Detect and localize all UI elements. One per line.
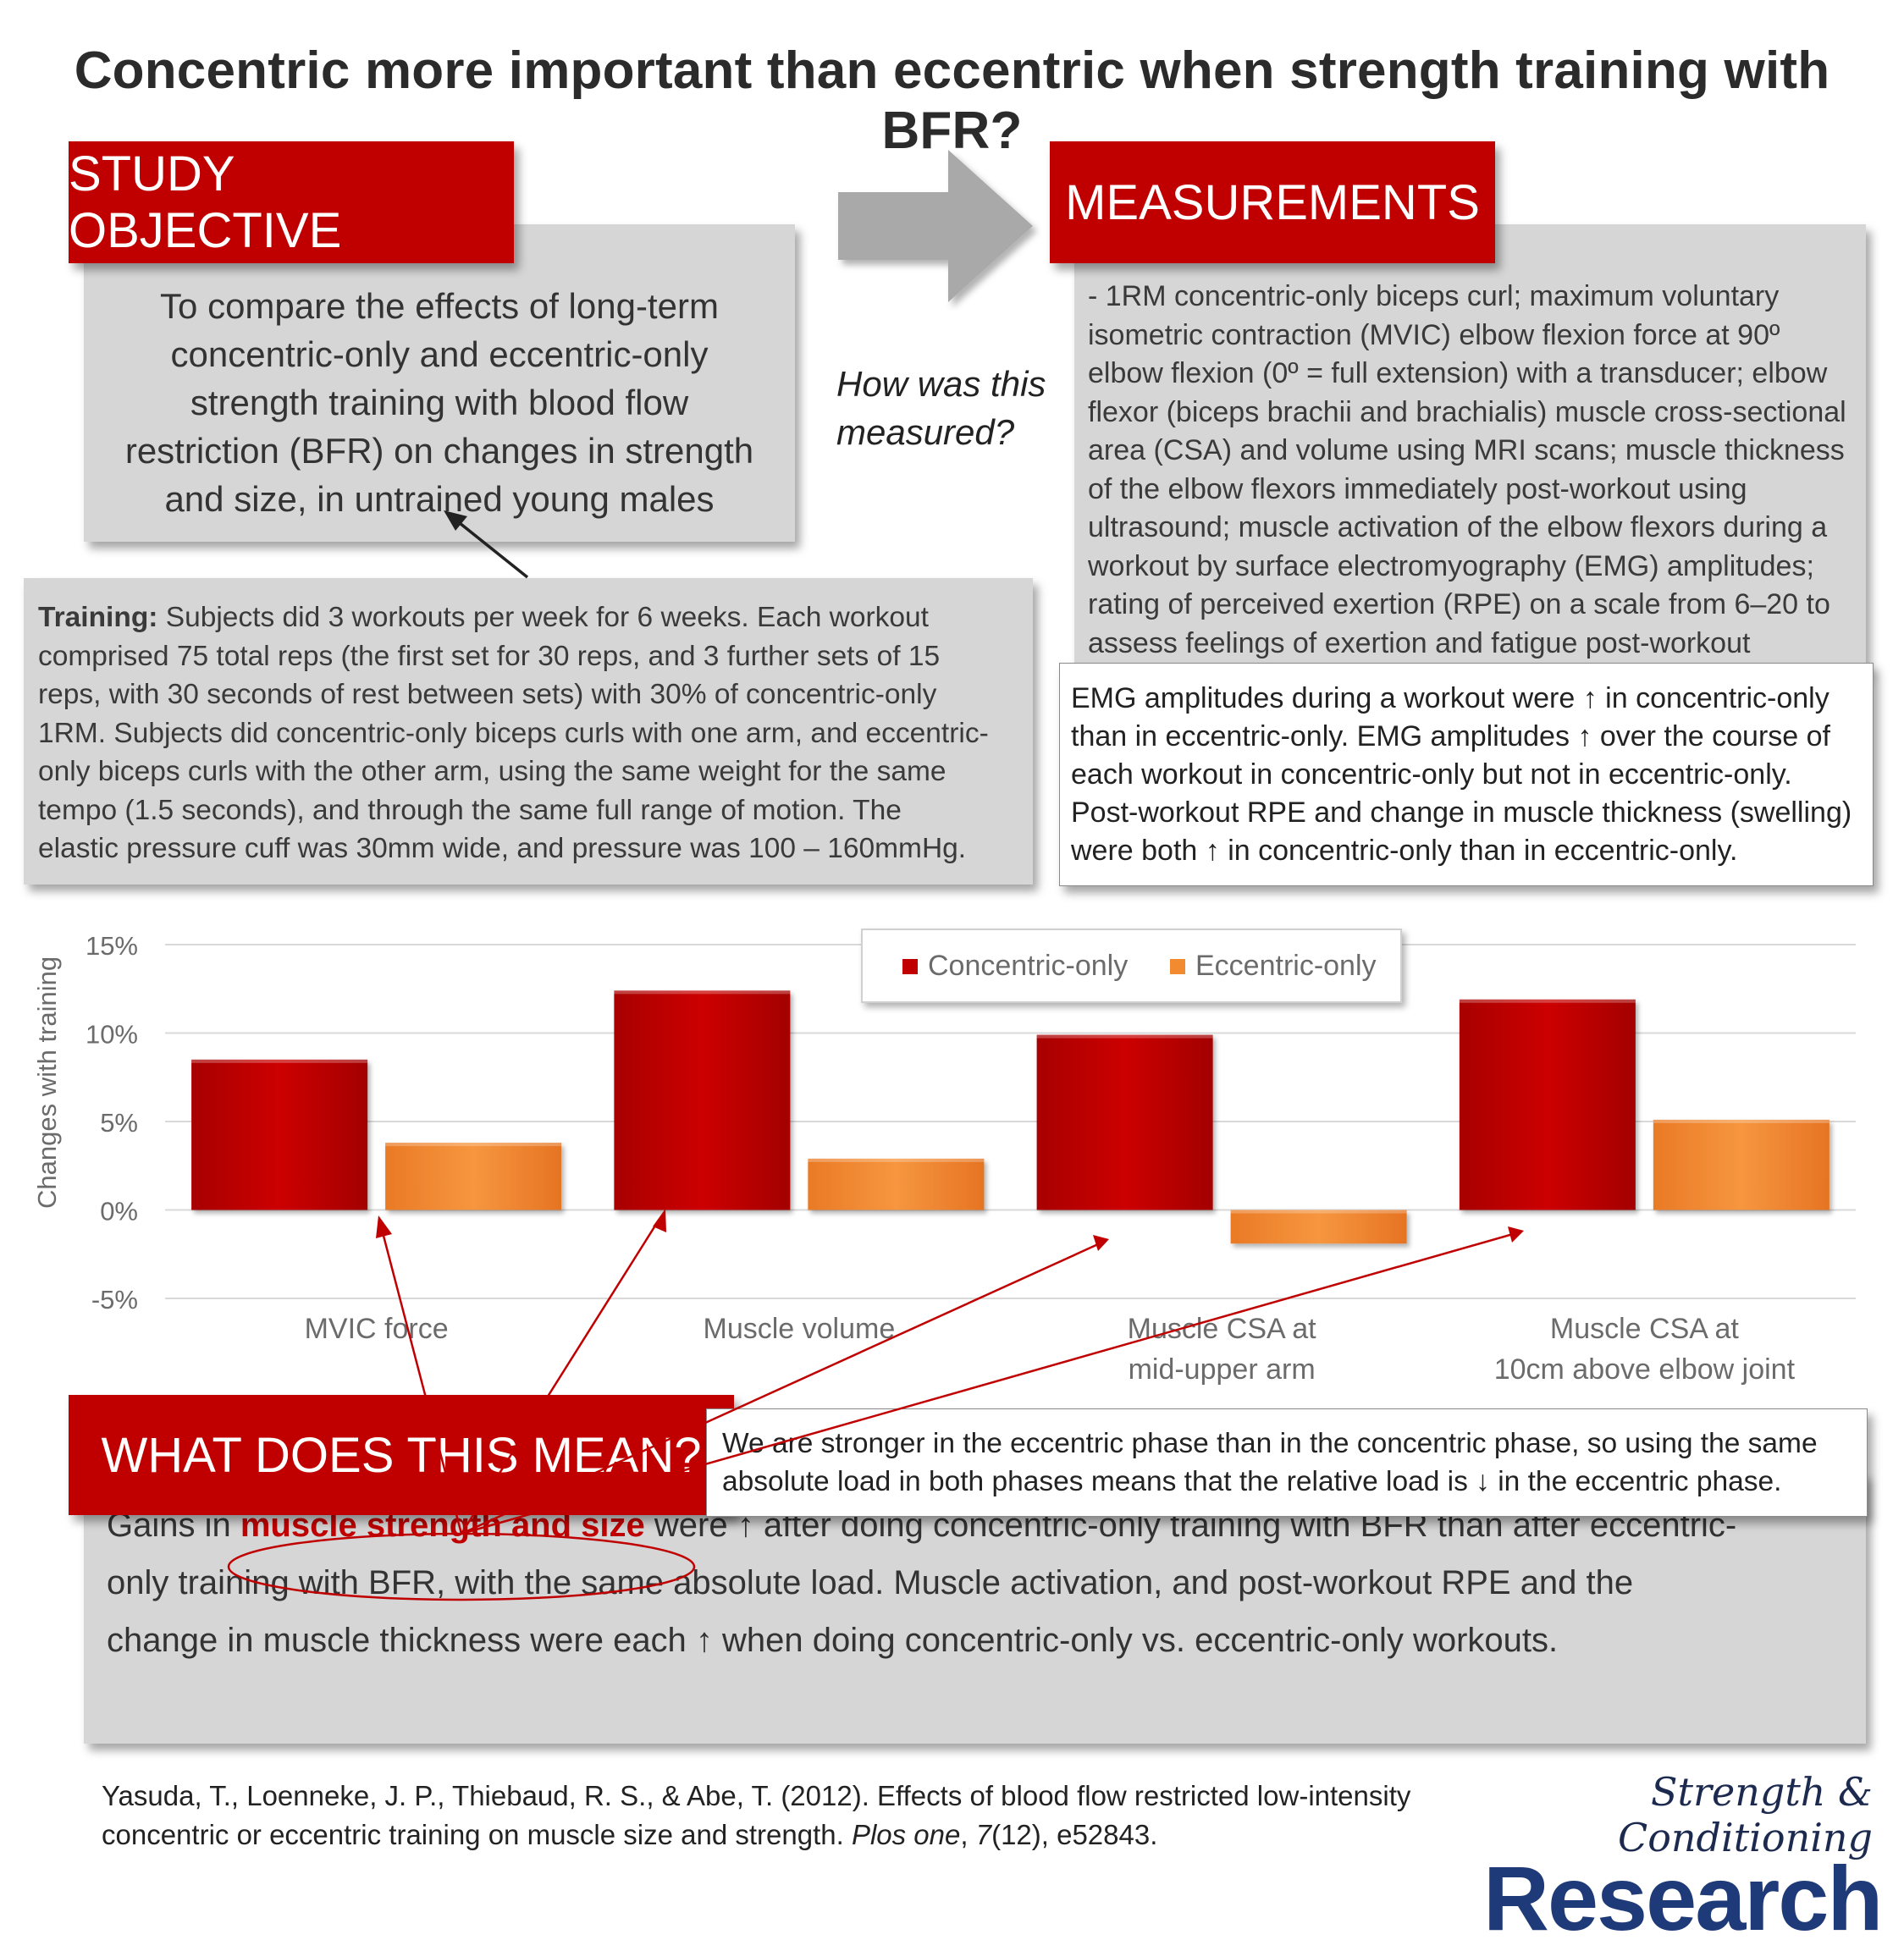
bar-eccentric bbox=[385, 1143, 562, 1210]
x-category-label: Muscle volume bbox=[704, 1313, 896, 1345]
y-axis-label: Changes with training bbox=[32, 956, 62, 1209]
measurement-line: - 1RM concentric-only biceps curl; maxim… bbox=[1088, 280, 1780, 312]
objective-label: STUDY OBJECTIVE bbox=[69, 141, 514, 263]
bar-highlight bbox=[385, 1143, 562, 1147]
objective-line: and size, in untrained young males bbox=[164, 479, 715, 519]
measurement-line: of the elbow flexors immediately post-wo… bbox=[1088, 472, 1747, 505]
meaning-label: WHAT DOES THIS MEAN? bbox=[69, 1395, 734, 1515]
legend-label-concentric: Concentric-only bbox=[928, 950, 1128, 982]
bar-concentric bbox=[1459, 999, 1636, 1210]
measurement-line: workout by surface electromyography (EMG… bbox=[1088, 549, 1814, 582]
citation-line: Yasuda, T., Loenneke, J. P., Thiebaud, R… bbox=[102, 1780, 1411, 1811]
training-line: only biceps curls with the other arm, us… bbox=[38, 756, 946, 787]
training-line: Training: Subjects did 3 workouts per we… bbox=[38, 598, 1033, 637]
training-label: Training: bbox=[38, 602, 158, 633]
objective-line: concentric-only and eccentric-only bbox=[170, 334, 709, 374]
emg-line: each workout in concentric-only but not … bbox=[1071, 758, 1792, 791]
question-line: measured? bbox=[836, 412, 1015, 452]
emg-line: EMG amplitudes during a workout were ↑ i… bbox=[1071, 682, 1829, 714]
measurement-line: elbow flexion (0º = full extension) with… bbox=[1088, 357, 1828, 389]
meaning-note-text: We are stronger in the eccentric phase t… bbox=[707, 1409, 1867, 1501]
meaning-line: only training with BFR, with the same ab… bbox=[107, 1564, 1634, 1601]
y-tick-label: 10% bbox=[86, 1020, 138, 1050]
citation-journal: Plos one bbox=[851, 1819, 961, 1850]
x-category-label: Muscle CSA at bbox=[1128, 1313, 1317, 1345]
bar-highlight bbox=[808, 1158, 985, 1162]
bar-concentric bbox=[614, 990, 791, 1210]
pointer-arrow-icon bbox=[444, 510, 529, 579]
training-line-text: Subjects did 3 workouts per week for 6 w… bbox=[157, 602, 929, 633]
logo-tagline: Strength & Conditioning bbox=[1618, 1769, 1873, 1860]
y-tick-label: 5% bbox=[100, 1108, 138, 1138]
chart-legend: Concentric-only Eccentric-only bbox=[861, 929, 1402, 1003]
bar-concentric bbox=[191, 1059, 368, 1210]
emg-box: EMG amplitudes during a workout were ↑ i… bbox=[1059, 663, 1874, 886]
measurement-line: flexor (biceps brachii and brachialis) m… bbox=[1088, 395, 1846, 428]
bar-highlight bbox=[191, 1059, 368, 1063]
training-line: reps, with 30 seconds of rest between se… bbox=[38, 679, 937, 710]
training-line: comprised 75 total reps (the first set f… bbox=[38, 640, 941, 672]
training-line: elastic pressure cuff was 30mm wide, and… bbox=[38, 833, 967, 864]
x-category-label: 10cm above elbow joint bbox=[1494, 1353, 1796, 1386]
measurements-label: MEASUREMENTS bbox=[1050, 141, 1495, 263]
x-category-label: mid-upper arm bbox=[1129, 1353, 1316, 1386]
training-line: tempo (1.5 seconds), and through the sam… bbox=[38, 794, 902, 826]
objective-line: restriction (BFR) on changes in strength bbox=[124, 431, 754, 471]
brand-logo: Strength & Conditioning Research bbox=[1483, 1769, 1883, 1951]
meaning-note-line: We are stronger in the eccentric phase t… bbox=[722, 1428, 1818, 1459]
training-text: Training: Subjects did 3 workouts per we… bbox=[24, 578, 1033, 868]
citation-volume: 7 bbox=[975, 1819, 992, 1850]
legend-label-eccentric: Eccentric-only bbox=[1195, 950, 1377, 982]
logo-wordmark: Research bbox=[1483, 1847, 1883, 1949]
bar-highlight bbox=[1230, 1210, 1407, 1214]
objective-line: To compare the effects of long-term bbox=[160, 286, 719, 326]
y-tick-label: 0% bbox=[100, 1197, 138, 1226]
citation-text: concentric or eccentric training on musc… bbox=[102, 1819, 852, 1850]
measurement-line: area (CSA) and volume using MRI scans; m… bbox=[1088, 434, 1845, 466]
emg-line: were both ↑ in concentric-only than in e… bbox=[1071, 835, 1738, 867]
meaning-note-line: absolute load in both phases means that … bbox=[722, 1466, 1782, 1497]
x-category-label: Muscle CSA at bbox=[1550, 1313, 1740, 1345]
bar-concentric bbox=[1036, 1034, 1213, 1210]
measurements-text: - 1RM concentric-only biceps curl; maxim… bbox=[1074, 224, 1866, 663]
bar-eccentric bbox=[1653, 1119, 1829, 1210]
measurements-box: - 1RM concentric-only biceps curl; maxim… bbox=[1074, 224, 1866, 673]
bar-highlight bbox=[614, 990, 791, 995]
measurement-line: rating of perceived exertion (RPE) on a … bbox=[1088, 588, 1830, 620]
measurement-question: How was this measured? bbox=[836, 360, 1057, 456]
bar-eccentric bbox=[1230, 1210, 1407, 1244]
bar-highlight bbox=[1459, 999, 1636, 1003]
meaning-line: change in muscle thickness were each ↑ w… bbox=[107, 1622, 1559, 1659]
legend-swatch-eccentric bbox=[1170, 959, 1185, 974]
y-tick-label: -5% bbox=[91, 1285, 138, 1314]
measurement-line: ultrasound; muscle activation of the elb… bbox=[1088, 511, 1828, 543]
meaning-note-box: We are stronger in the eccentric phase t… bbox=[706, 1408, 1868, 1517]
objective-line: strength training with blood flow bbox=[190, 383, 689, 422]
training-box: Training: Subjects did 3 workouts per we… bbox=[24, 578, 1033, 885]
measurement-line: isometric contraction (MVIC) elbow flexi… bbox=[1088, 318, 1780, 351]
emg-text: EMG amplitudes during a workout were ↑ i… bbox=[1060, 664, 1873, 870]
page-title: Concentric more important than eccentric… bbox=[74, 41, 1830, 160]
bar-eccentric bbox=[808, 1158, 985, 1210]
bar-highlight bbox=[1036, 1034, 1213, 1039]
bar-highlight bbox=[1653, 1119, 1829, 1123]
citation-text: , bbox=[960, 1819, 976, 1850]
right-arrow-icon bbox=[838, 150, 1033, 302]
x-category-label: MVIC force bbox=[305, 1313, 449, 1345]
citation-text: (12), e52843. bbox=[991, 1819, 1158, 1850]
objective-text: To compare the effects of long-term conc… bbox=[84, 224, 795, 523]
emg-line: Post-workout RPE and change in muscle th… bbox=[1071, 796, 1852, 829]
legend-swatch-concentric bbox=[902, 959, 918, 974]
question-line: How was this bbox=[836, 364, 1046, 404]
citation-line: concentric or eccentric training on musc… bbox=[102, 1816, 1473, 1855]
y-tick-label: 15% bbox=[86, 931, 138, 961]
bar-chart: 15% 10% 5% 0% -5% MVIC force Muscle volume Musc… bbox=[32, 929, 1856, 1386]
training-line: 1RM. Subjects did concentric-only biceps… bbox=[38, 717, 989, 749]
citation: Yasuda, T., Loenneke, J. P., Thiebaud, R… bbox=[102, 1777, 1473, 1855]
emg-line: than in eccentric-only. EMG amplitudes ↑… bbox=[1071, 720, 1830, 752]
objective-box: To compare the effects of long-term conc… bbox=[84, 224, 795, 542]
measurement-line: assess feelings of exertion and fatigue … bbox=[1088, 626, 1751, 659]
